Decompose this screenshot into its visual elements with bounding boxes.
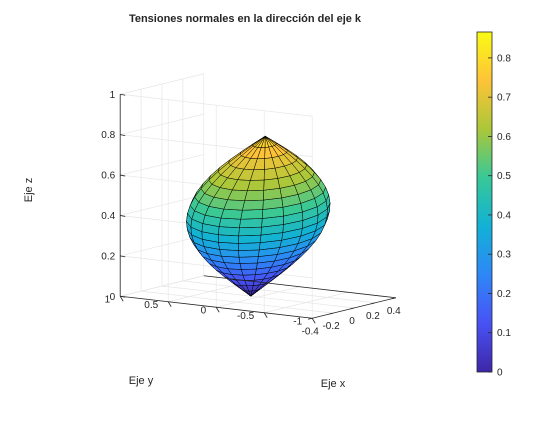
z-tick-label: 0.4 [101,211,115,222]
floor-edge-line [203,275,396,299]
surface-facet [252,136,266,148]
x-axis-label: Eje x [321,378,346,390]
colorbar-tick-label: 0.4 [497,210,511,221]
surface-facet [242,274,256,281]
z-tick-label: 0.8 [101,130,115,141]
x-axis-ticks: -0.4 -0.2 0 0.2 0.4 [302,297,401,337]
z-tick-label: 0.6 [101,171,115,182]
z-tick-label: 1 [110,90,116,101]
surface-facet [244,189,264,201]
surface-facet [239,262,258,270]
surface-facet [220,208,243,220]
grid-line-backwall-z [120,235,204,257]
grid-line-backwall-z [120,194,204,216]
x-tick-label: -0.4 [302,326,320,337]
z-tick-mark [120,174,126,177]
x-tick-label: 0.2 [366,311,380,322]
y-tick-label: 0.5 [144,300,158,311]
x-tick-mark [349,307,355,310]
surface-facet [238,249,260,258]
surface-facet [263,178,281,191]
colorbar-tick-label: 0.1 [497,328,511,339]
y-axis-ticks: -1 -0.5 0 0.5 1 [105,294,316,327]
surface-facet [242,199,264,211]
colorbar-tick-label: 0.2 [497,289,511,300]
z-tick-mark [120,295,126,298]
grid-line-backwall-z [120,113,204,135]
surface-plot [186,135,331,298]
surface-facet [238,226,262,237]
z-tick-mark [120,215,126,217]
surface-facet [218,242,239,251]
surface-facet [238,256,259,264]
z-tick-mark [120,93,126,96]
grid-line-backwall-z [120,73,204,95]
colorbar-tick-label: 0.6 [497,132,511,143]
x-tick-label: 0.4 [387,306,401,317]
y-tick-mark [119,296,124,302]
colorbar-tick-label: 0.8 [497,53,511,64]
x-tick-label: 0 [349,316,355,327]
z-tick-mark [120,134,126,137]
colorbar-tick-label: 0.3 [497,250,511,261]
colorbar-tick-label: 0 [497,368,503,379]
surface-facet [238,242,261,251]
x-tick-mark [370,302,375,305]
x-tick-mark [329,312,334,315]
colorbar [476,31,493,373]
surface-facet [218,217,241,229]
y-tick-label: 0 [201,305,207,316]
surface-facet [263,167,279,181]
surface-facet [240,268,257,276]
z-axis-label: Eje z [23,178,35,202]
z-tick-mark [120,255,126,258]
surface-facet [240,209,264,220]
colorbar-tick-label: 0.7 [497,93,511,104]
y-tick-mark [167,301,172,307]
x-tick-mark [391,297,396,300]
colorbar-tick-label: 0.5 [497,171,511,182]
surface-facet [238,234,262,244]
surface-facet [218,226,240,237]
y-tick-mark [263,312,268,318]
x-tick-label: -0.2 [322,321,340,332]
z-tick-label: 0.2 [101,251,115,262]
grid-line-floor-y [264,291,348,314]
x-tick-mark [308,317,313,320]
grid-line-floor-y [216,286,300,308]
y-tick-mark [311,318,316,324]
y-tick-mark [215,307,220,313]
colorbar-ticks: 0 0.1 0.2 0.3 0.4 0.5 0.6 0.7 0.8 [488,53,511,379]
grid-line-backwall-z [120,275,204,297]
surface-facet [218,234,239,244]
z-tick-label: 0 [110,292,116,303]
surface-facet [239,218,263,229]
grid-line-backwall-z [120,154,204,176]
z-axis-ticks: 0 0.2 0.4 0.6 0.8 1 [101,90,126,303]
y-axis-label: Eje y [129,375,154,387]
grid-line-sidewall-z [120,93,313,117]
y-tick-label: 1 [105,294,111,305]
y-tick-label: -1 [293,316,302,327]
chart-title: Tensiones normales en la dirección del e… [129,13,362,25]
y-tick-label: -0.5 [237,311,255,322]
